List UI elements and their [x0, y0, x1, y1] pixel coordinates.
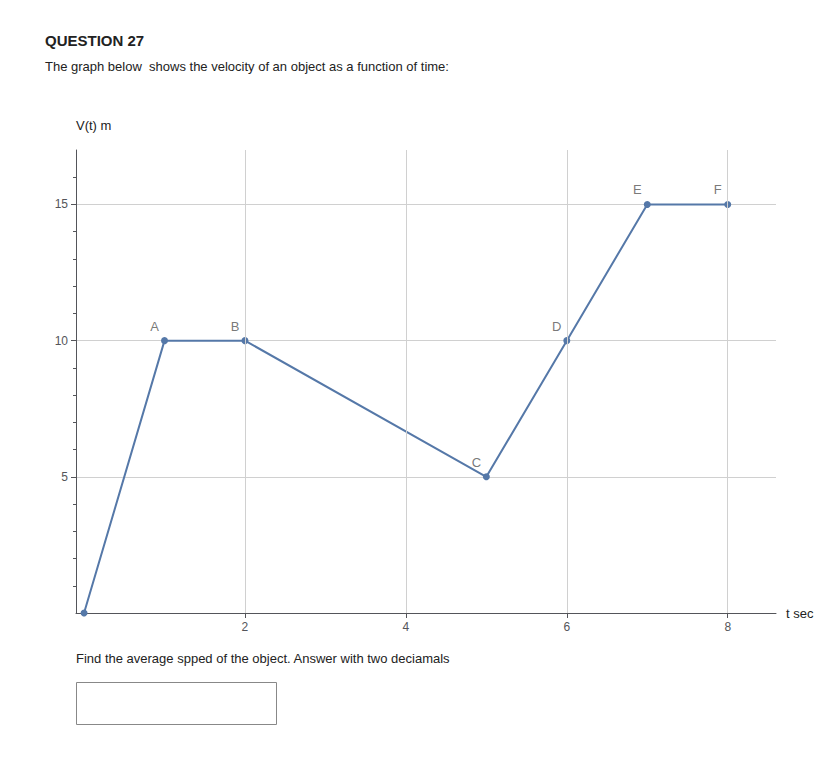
svg-text:10: 10: [55, 334, 69, 348]
svg-text:F: F: [714, 182, 722, 197]
svg-text:The graph below shows the vel: The graph below shows the velocity of an…: [45, 59, 449, 74]
svg-text:V(t) m: V(t) m: [76, 118, 111, 133]
svg-text:B: B: [231, 319, 240, 334]
svg-text:6: 6: [563, 620, 570, 634]
svg-text:QUESTION 27: QUESTION 27: [45, 32, 144, 49]
svg-text:15: 15: [55, 197, 69, 211]
svg-text:E: E: [633, 182, 642, 197]
svg-text:5: 5: [61, 470, 68, 484]
svg-text:C: C: [472, 455, 481, 470]
svg-text:4: 4: [403, 620, 410, 634]
svg-text:Find the average spped of the: Find the average spped of the object. An…: [76, 651, 450, 666]
svg-text:D: D: [552, 319, 561, 334]
svg-text:8: 8: [724, 620, 731, 634]
svg-text:t sec: t sec: [786, 606, 814, 621]
svg-text:2: 2: [242, 620, 249, 634]
svg-text:A: A: [150, 319, 159, 334]
